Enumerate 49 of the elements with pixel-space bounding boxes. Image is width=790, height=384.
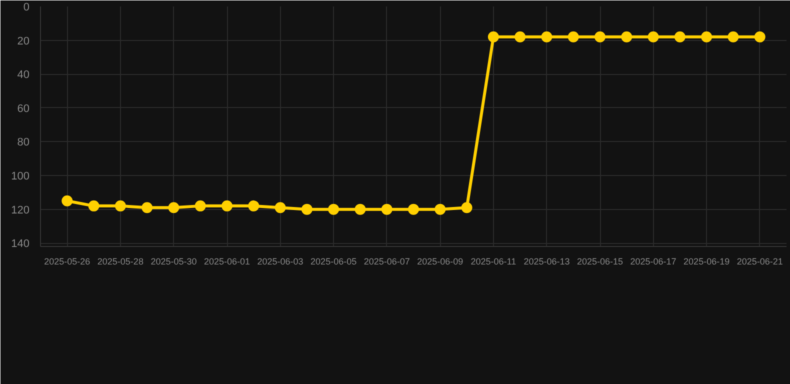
point [621,31,632,42]
x-tick-label: 2025-05-26 [44,256,90,266]
point [701,31,712,42]
y-tick-label: 60 [17,102,30,115]
x-tick-label: 2025-06-21 [736,256,783,266]
point [461,202,472,214]
y-tick-label: 80 [17,136,30,149]
point [488,31,499,42]
point [62,195,73,206]
x-tick-label: 2025-06-17 [630,256,676,266]
point [142,202,153,214]
point [568,31,579,42]
x-tick-label: 2025-06-15 [576,256,624,266]
point [354,204,366,215]
point [114,200,126,212]
x-tick-label: 2025-06-13 [524,256,570,266]
y-tick-label: 120 [11,204,30,216]
x-tick-label: 2025-05-30 [150,256,197,266]
point [434,204,446,215]
point [594,31,606,42]
x-tick-label: 2025-06-01 [204,256,250,266]
point [274,202,286,214]
y-tick-label: 0 [23,2,30,14]
point [88,200,100,212]
y-tick-label: 40 [17,69,30,82]
point [674,31,686,42]
y-tick-label: 20 [17,35,30,48]
x-tick-label: 2025-06-19 [684,256,730,266]
point [408,204,419,215]
x-tick-label: 2025-06-07 [364,256,410,266]
point [728,31,739,42]
y-tick-label: 140 [11,238,30,250]
point [168,202,180,214]
point [514,31,526,42]
x-tick-label: 2025-06-09 [417,256,464,266]
point [248,200,260,212]
x-tick-label: 2025-06-05 [310,256,357,266]
x-tick-label: 2025-05-28 [97,256,144,266]
point [754,31,766,42]
point [301,204,312,215]
point [194,200,206,212]
y-tick-label: 100 [11,170,30,183]
point [381,204,392,215]
point [222,200,232,212]
point [648,31,659,42]
point [328,204,340,215]
x-tick-label: 2025-06-11 [470,256,516,266]
x-tick-label: 2025-06-03 [257,256,304,266]
point [541,31,552,42]
